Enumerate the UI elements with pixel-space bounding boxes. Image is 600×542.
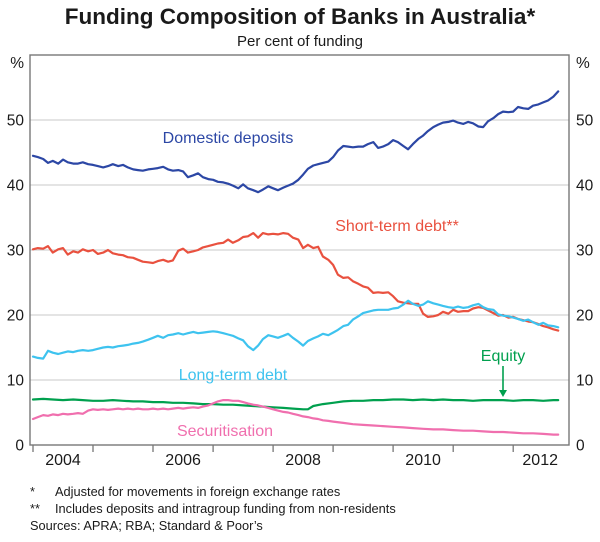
y-axis-unit-left: % <box>10 55 24 72</box>
chart-subtitle: Per cent of funding <box>237 32 363 50</box>
y-axis-label-left-0: 0 <box>15 438 24 455</box>
page-title: Funding Composition of Banks in Australi… <box>64 4 536 29</box>
footnote-1-marker: * <box>30 484 35 500</box>
series-line-equity <box>31 397 560 411</box>
footnotes: * Adjusted for movements in foreign exch… <box>0 483 600 534</box>
series-label-short-term-debt: Short-term debt** <box>335 218 459 235</box>
x-axis-label-2010: 2010 <box>405 452 441 469</box>
footnote-1-text: Adjusted for movements in foreign exchan… <box>55 484 341 500</box>
y-axis-label-right-10: 10 <box>576 373 594 390</box>
y-axis-label-right-50: 50 <box>576 113 594 130</box>
series-label-long-term-debt: Long-term debt <box>179 367 288 384</box>
footnote-2: ** Includes deposits and intragroup fund… <box>30 500 590 517</box>
series-line-short-term-debt <box>31 232 560 332</box>
y-axis-label-right-0: 0 <box>576 438 585 455</box>
series-label-equity: Equity <box>481 348 525 365</box>
series-label-domestic-deposits: Domestic deposits <box>163 130 294 147</box>
y-axis-label-right-30: 30 <box>576 243 594 260</box>
x-axis-label-2004: 2004 <box>45 452 81 469</box>
chart-header: Funding Composition of Banks in Australi… <box>0 0 600 50</box>
y-axis-label-left-40: 40 <box>7 178 25 195</box>
series-line-domestic-deposits <box>31 90 560 194</box>
y-axis-label-left-20: 20 <box>7 308 25 325</box>
x-axis-label-2012: 2012 <box>522 452 558 469</box>
footnote-2-marker: ** <box>30 501 40 517</box>
y-axis-label-left-50: 50 <box>7 113 25 130</box>
y-axis-unit-right: % <box>576 55 590 72</box>
y-axis-label-left-30: 30 <box>7 243 25 260</box>
funding-composition-chart: 0 0 10 10 20 20 30 30 40 40 50 50% % 2004 2006 2008 2010… <box>7 54 594 469</box>
sources-line: Sources: APRA; RBA; Standard & Poor’s <box>30 518 263 534</box>
series-line-long-term-debt <box>31 299 560 360</box>
y-axis-label-left-10: 10 <box>7 373 25 390</box>
y-axis-label-right-20: 20 <box>576 308 594 325</box>
series-line-securitisation <box>31 399 560 436</box>
footnote-1: * Adjusted for movements in foreign exch… <box>30 483 590 500</box>
footnote-2-text: Includes deposits and intragroup funding… <box>55 501 396 517</box>
equity-arrowhead <box>499 390 507 398</box>
y-axis-label-right-40: 40 <box>576 178 594 195</box>
plot-frame <box>29 54 570 446</box>
x-axis-label-2008: 2008 <box>285 452 321 469</box>
x-axis-label-2006: 2006 <box>165 452 201 469</box>
series-label-securitisation: Securitisation <box>177 423 273 440</box>
